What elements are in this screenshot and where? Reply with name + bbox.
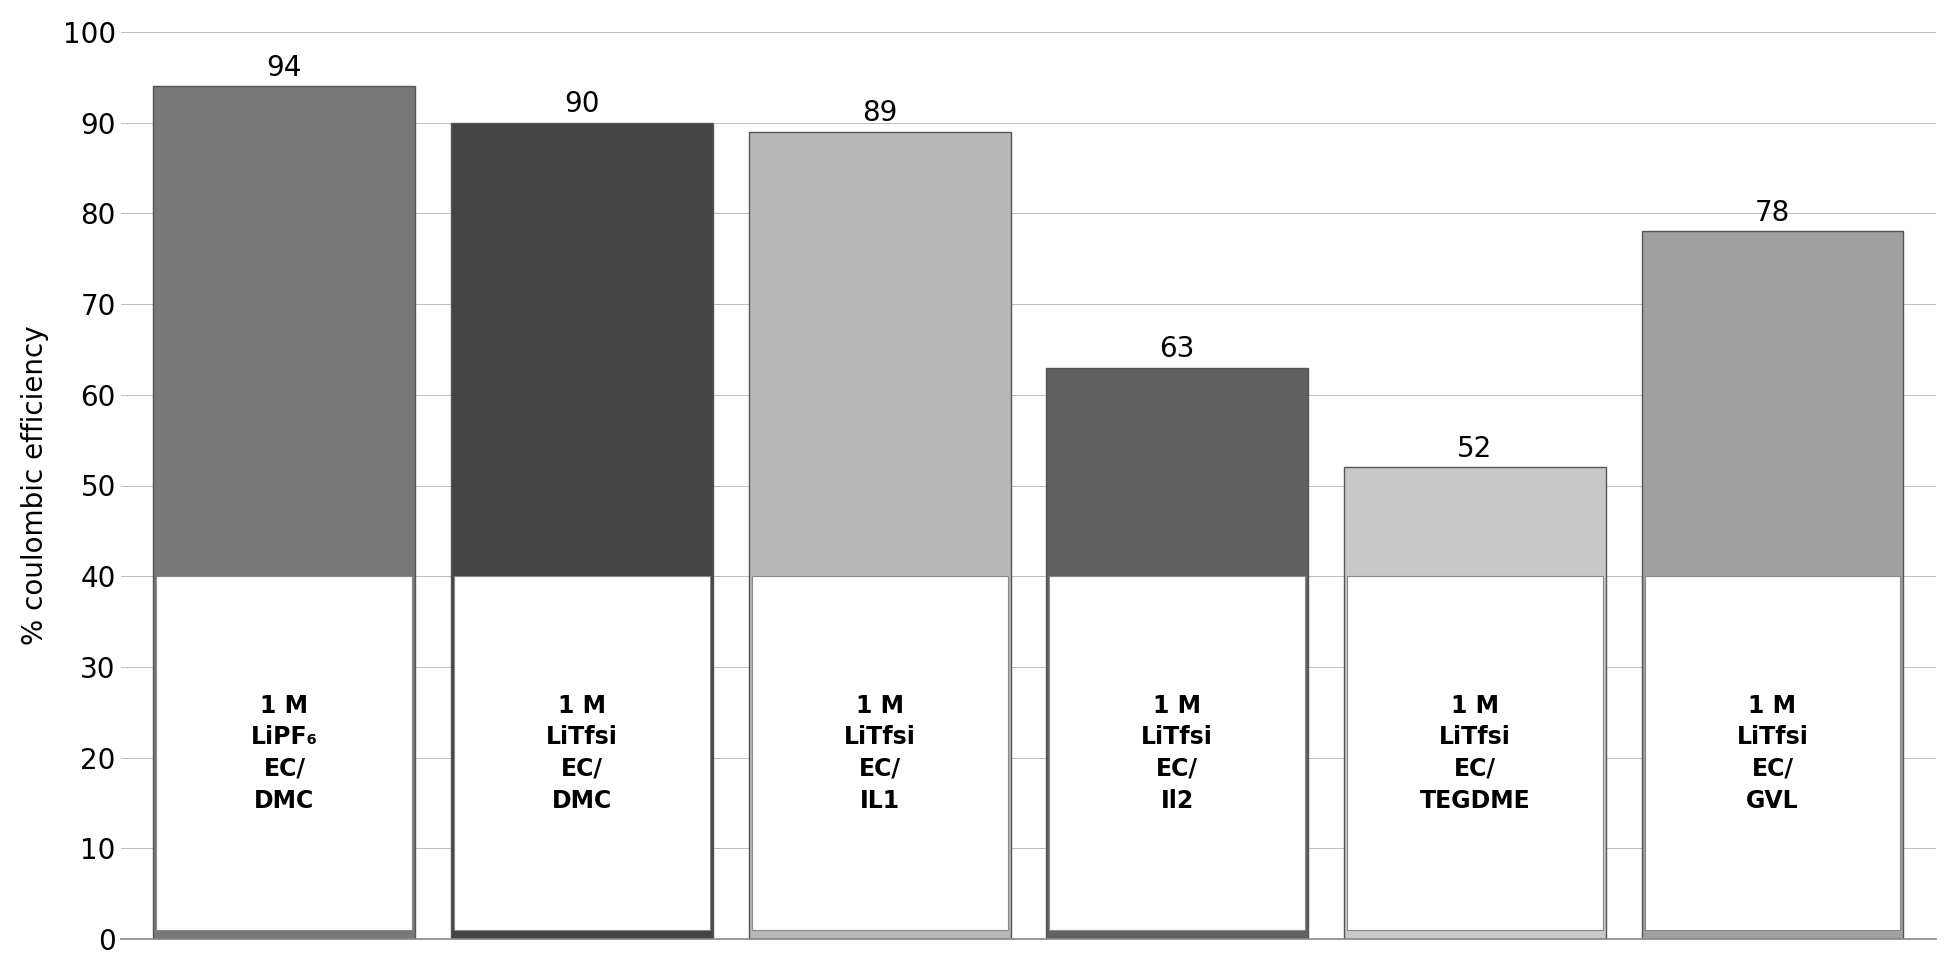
Text: 63: 63 [1161,335,1196,363]
Bar [454,576,710,930]
Text: 94: 94 [266,54,301,82]
Bar [450,122,712,939]
Bar [1047,367,1307,939]
Text: 1 M
LiTfsi
EC/
TEGDME: 1 M LiTfsi EC/ TEGDME [1419,694,1530,813]
Text: 90: 90 [564,90,599,118]
Text: 89: 89 [861,99,898,127]
Text: 1 M
LiTfsi
EC/
DMC: 1 M LiTfsi EC/ DMC [546,694,618,813]
Bar [1049,576,1305,930]
Text: 52: 52 [1458,435,1493,463]
Bar [1344,467,1607,939]
Bar [1346,576,1603,930]
Text: 1 M
LiTfsi
EC/
GVL: 1 M LiTfsi EC/ GVL [1736,694,1808,813]
Bar [1642,232,1904,939]
Bar [751,576,1008,930]
Text: 1 M
LiTfsi
EC/
IL1: 1 M LiTfsi EC/ IL1 [843,694,916,813]
Bar [153,86,415,939]
Text: 1 M
LiTfsi
EC/
Il2: 1 M LiTfsi EC/ Il2 [1141,694,1213,813]
Text: 1 M
LiPF₆
EC/
DMC: 1 M LiPF₆ EC/ DMC [250,694,317,813]
Bar [750,132,1010,939]
Bar [1644,576,1900,930]
Text: 78: 78 [1755,199,1791,227]
Y-axis label: % coulombic efficiency: % coulombic efficiency [22,325,49,646]
Bar [157,576,413,930]
